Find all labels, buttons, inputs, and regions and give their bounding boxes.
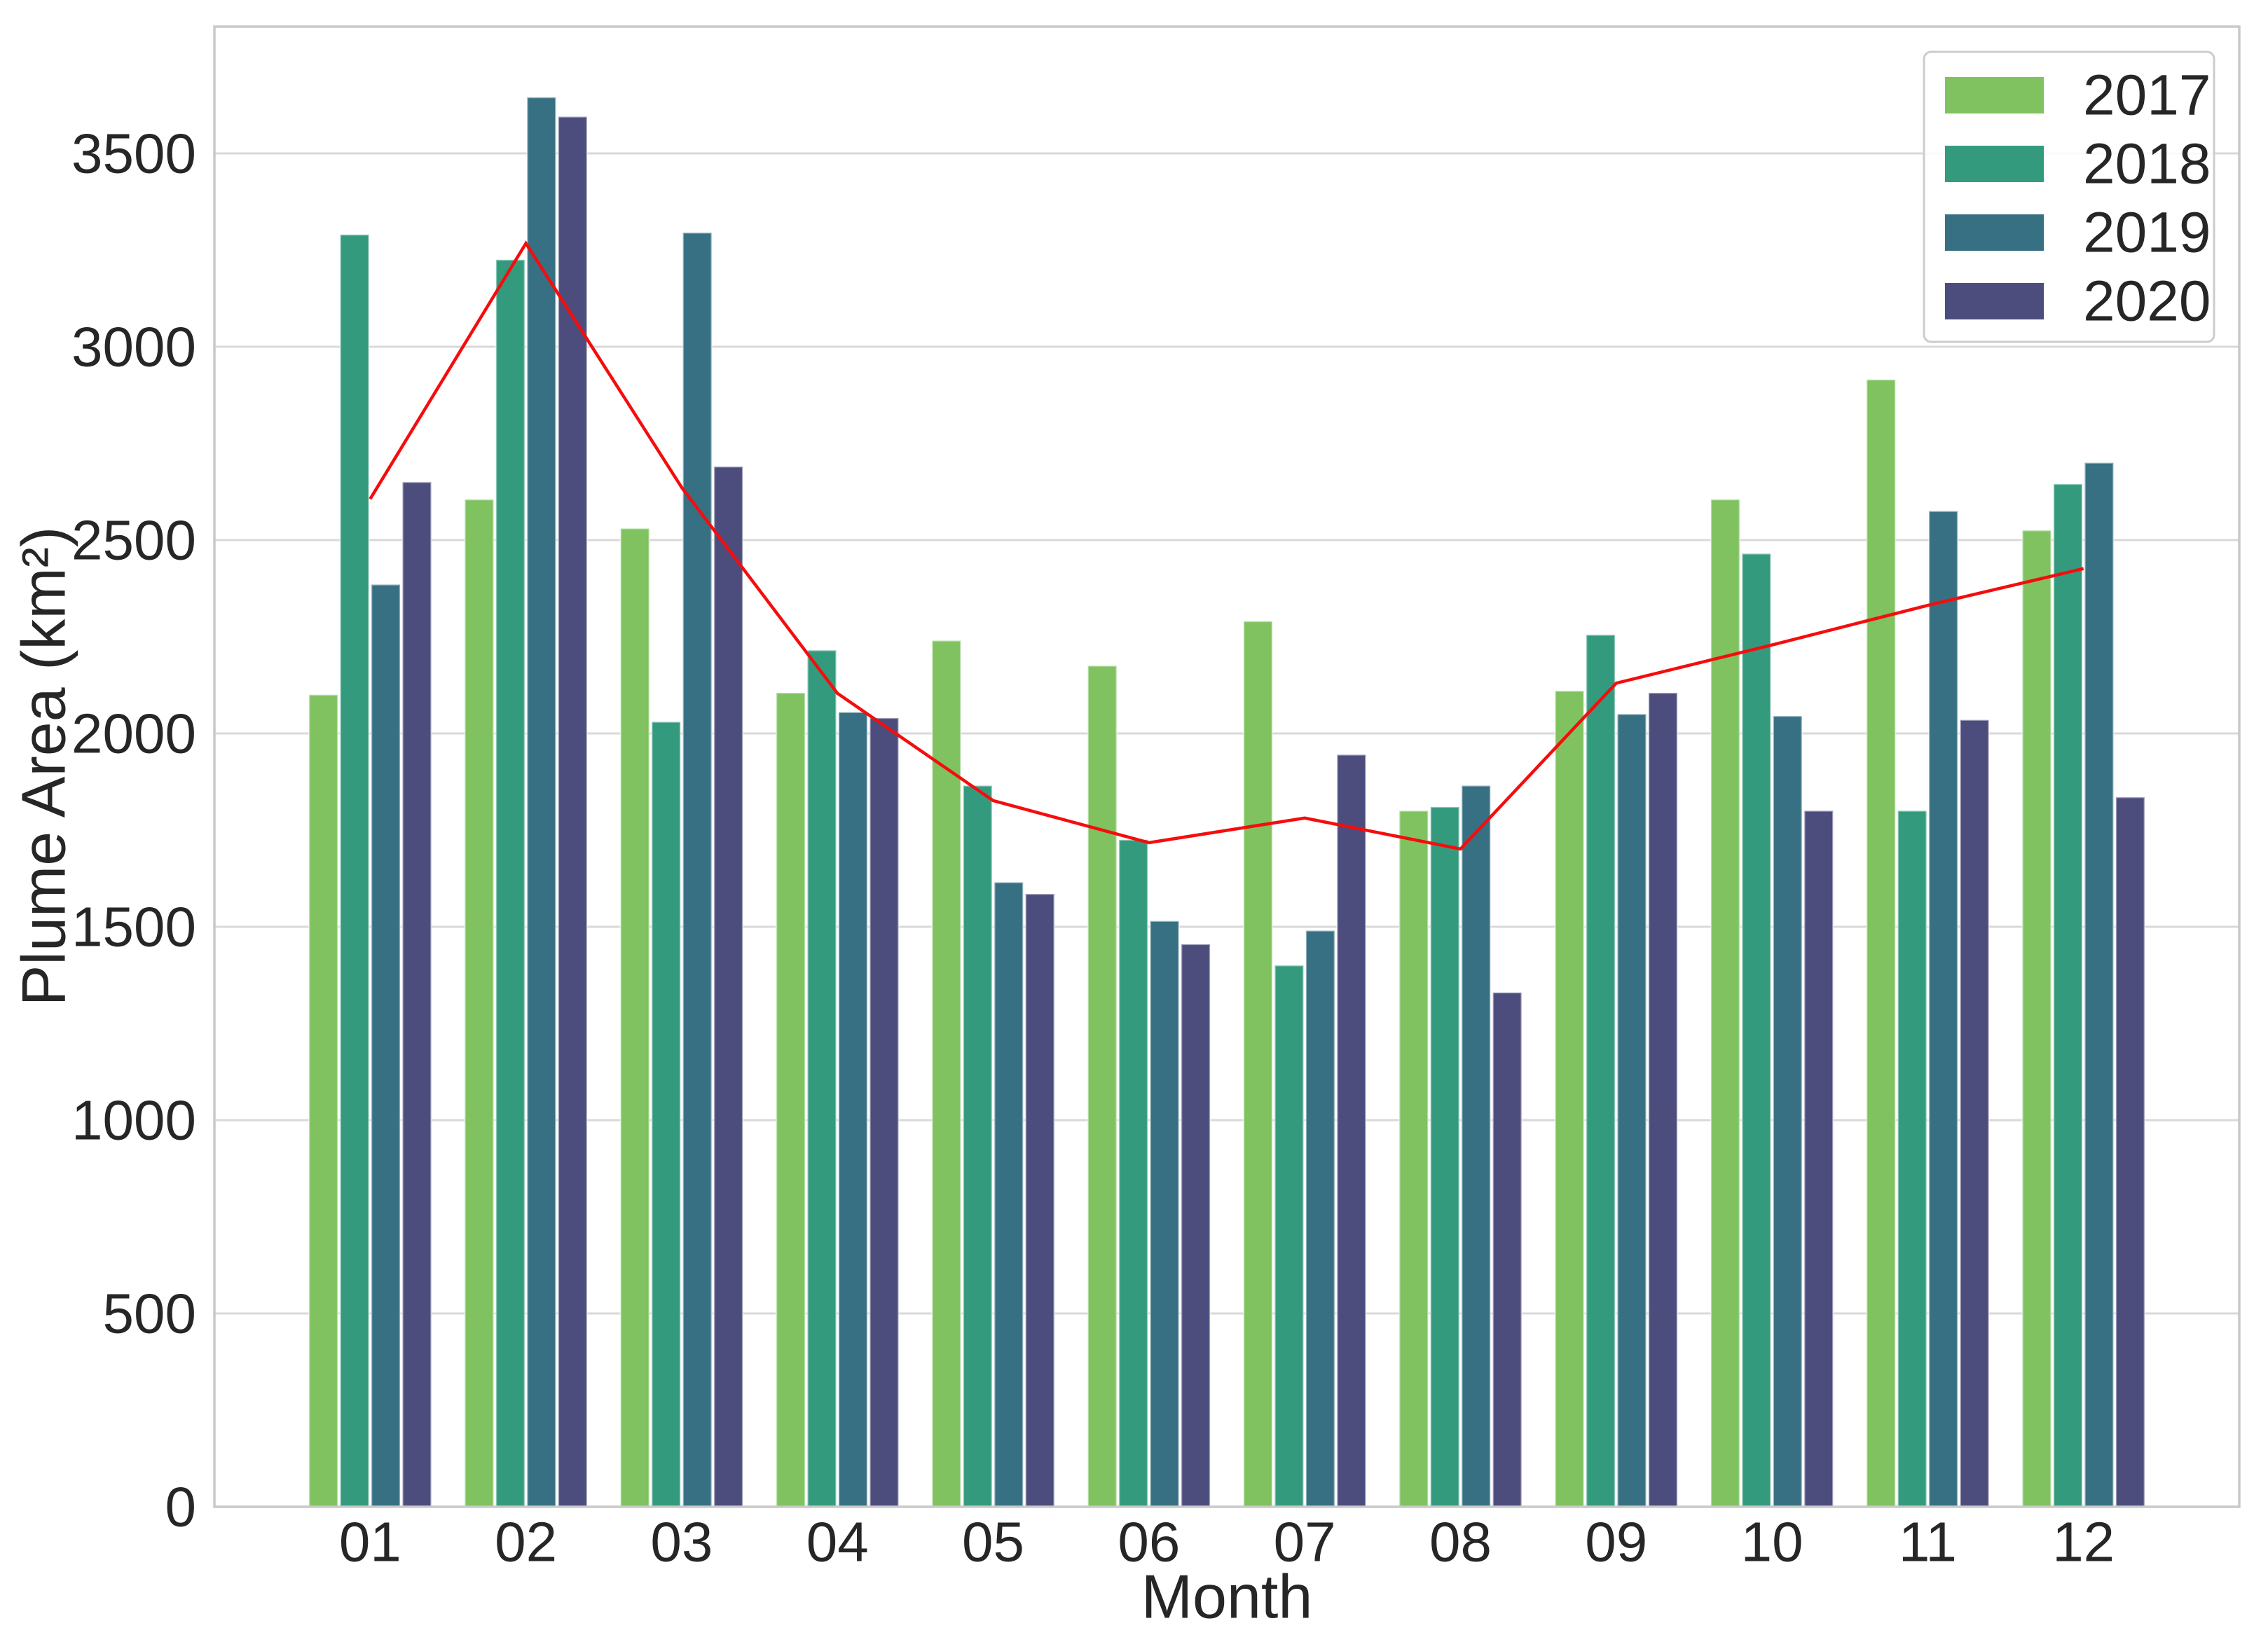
bar-2020-month-09 (1647, 691, 1679, 1508)
legend-label-2019: 2019 (2083, 201, 2211, 265)
bar-2017-month-10 (1710, 498, 1741, 1508)
bar-2019-month-05 (994, 881, 1024, 1508)
bar-2020-month-06 (1180, 943, 1211, 1508)
bar-2018-month-08 (1429, 806, 1460, 1508)
bar-2017-month-06 (1087, 665, 1118, 1508)
plot-border (213, 25, 2241, 1508)
bar-2020-month-03 (713, 465, 744, 1508)
y-tick-500: 500 (103, 1283, 196, 1345)
bar-2018-month-06 (1118, 839, 1149, 1508)
bar-2018-month-02 (495, 258, 526, 1508)
x-tick-08: 08 (1429, 1511, 1492, 1573)
axes-spines (213, 25, 2241, 1508)
y-tick-1500: 1500 (71, 896, 196, 958)
legend-swatch-2019 (1945, 214, 2044, 251)
x-tick-labels: 01 02 03 04 05 06 07 08 09 10 11 12 (339, 1511, 2115, 1573)
legend-swatch-2020 (1945, 283, 2044, 319)
bar-2017-month-01 (308, 694, 339, 1508)
bar-2020-month-08 (1492, 991, 1523, 1508)
bar-2019-month-10 (1772, 715, 1803, 1508)
bar-2018-month-05 (962, 785, 994, 1508)
x-tick-01: 01 (339, 1511, 401, 1573)
bar-2017-month-04 (775, 691, 806, 1508)
bar-2018-month-04 (806, 649, 837, 1508)
bar-2020-month-04 (869, 717, 900, 1508)
legend-box (1923, 50, 2215, 343)
bar-2019-month-08 (1460, 785, 1492, 1508)
bar-2017-month-05 (931, 640, 962, 1508)
x-tick-11: 11 (1899, 1511, 1957, 1573)
bar-2017-month-03 (619, 527, 650, 1508)
y-tick-labels: 0 500 1000 1500 2000 2500 3000 3500 (71, 123, 196, 1538)
x-tick-02: 02 (495, 1511, 557, 1573)
x-tick-05: 05 (962, 1511, 1024, 1573)
bar-2019-month-03 (682, 231, 713, 1508)
y-tick-3000: 3000 (71, 316, 196, 378)
bar-2019-month-11 (1927, 510, 1959, 1508)
x-tick-03: 03 (650, 1511, 713, 1573)
x-tick-12: 12 (2052, 1511, 2115, 1573)
bar-2018-month-11 (1897, 810, 1927, 1508)
bar-2017-month-07 (1242, 620, 1274, 1508)
x-axis-label: Month (1141, 1562, 1313, 1631)
mean-line-layer (369, 240, 2084, 851)
y-tick-2000: 2000 (71, 703, 196, 765)
bars (308, 96, 2146, 1508)
bar-2019-month-09 (1616, 713, 1647, 1508)
bar-2019-month-07 (1305, 930, 1336, 1508)
bar-2017-month-11 (1865, 378, 1897, 1508)
bar-2019-month-06 (1149, 920, 1180, 1508)
x-tick-06: 06 (1118, 1511, 1180, 1573)
y-tick-0: 0 (165, 1476, 197, 1538)
bar-2017-month-02 (464, 498, 495, 1508)
bar-2017-month-12 (2021, 529, 2052, 1508)
bar-2018-month-12 (2052, 483, 2084, 1508)
monthly-mean-line (369, 240, 2084, 851)
bar-2019-month-04 (837, 711, 869, 1508)
x-tick-07: 07 (1274, 1511, 1336, 1573)
bar-2018-month-09 (1585, 633, 1616, 1508)
legend-label-2018: 2018 (2083, 132, 2211, 196)
y-tick-2500: 2500 (71, 509, 196, 572)
x-tick-09: 09 (1585, 1511, 1647, 1573)
bar-2019-month-12 (2084, 462, 2115, 1508)
y-axis-label: Plume Area (km²) (9, 527, 78, 1007)
bar-2020-month-05 (1024, 892, 1055, 1508)
bar-2020-month-10 (1803, 810, 1834, 1508)
legend-label-2017: 2017 (2083, 64, 2211, 127)
bar-2019-month-01 (370, 584, 401, 1508)
bar-2017-month-08 (1398, 810, 1429, 1508)
bar-2018-month-10 (1741, 553, 1772, 1508)
x-tick-04: 04 (806, 1511, 869, 1573)
bar-2020-month-07 (1336, 754, 1367, 1508)
legend-label-2020: 2020 (2083, 270, 2211, 333)
bar-2018-month-07 (1274, 964, 1305, 1508)
bar-2018-month-01 (339, 233, 370, 1508)
y-tick-1000: 1000 (71, 1089, 196, 1152)
bar-2017-month-09 (1554, 690, 1585, 1508)
legend-swatch-2018 (1945, 146, 2044, 182)
legend-swatch-2017 (1945, 77, 2044, 113)
bar-2019-month-02 (526, 96, 557, 1508)
bar-2018-month-03 (650, 721, 682, 1508)
y-tick-3500: 3500 (71, 123, 196, 185)
bar-2020-month-01 (401, 481, 432, 1508)
x-tick-10: 10 (1741, 1511, 1803, 1573)
bar-2020-month-12 (2115, 796, 2146, 1508)
bar-2020-month-11 (1959, 719, 1990, 1508)
bar-2020-month-02 (557, 116, 589, 1508)
